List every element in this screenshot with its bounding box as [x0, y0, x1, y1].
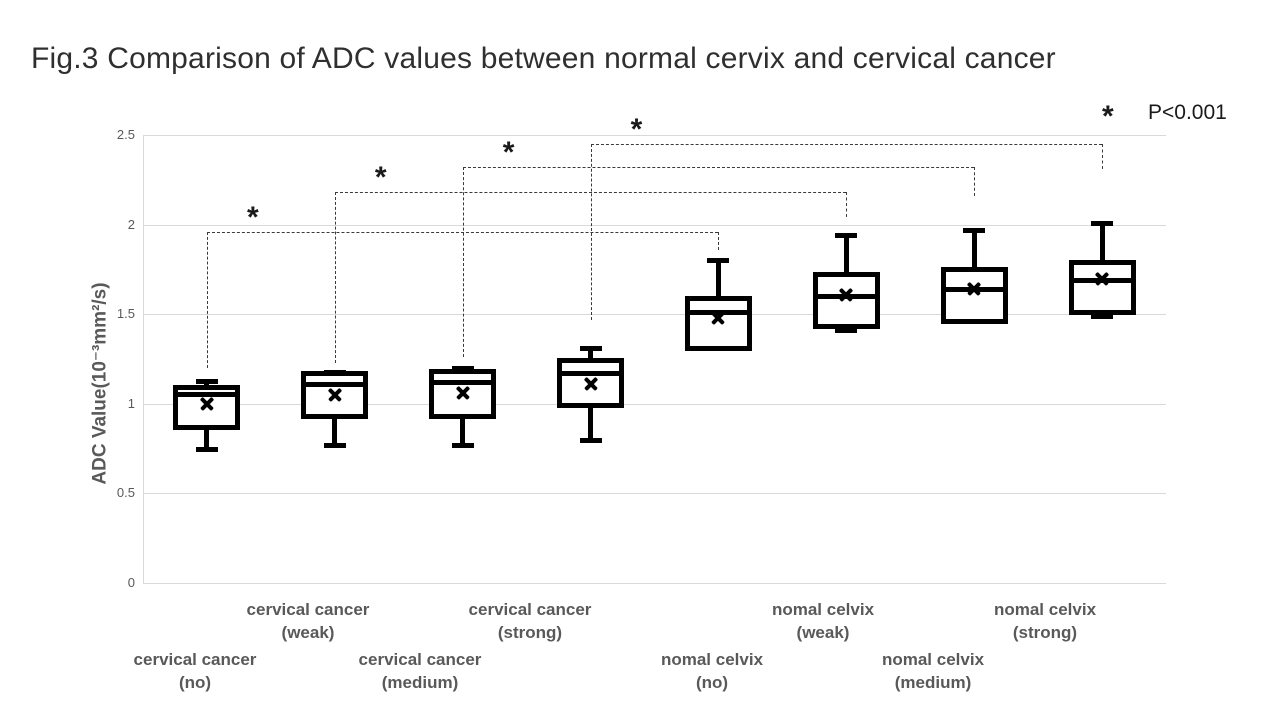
median-line — [433, 379, 493, 385]
category-label-line2: (strong) — [1012, 623, 1078, 642]
category-label-line1: cervical cancer — [358, 650, 482, 669]
category-label: nomal celvix (medium) — [818, 648, 1048, 694]
category-label-line2: (no) — [695, 673, 729, 692]
median-line — [561, 370, 621, 376]
whisker-line — [1099, 222, 1105, 263]
whisker-line — [332, 416, 338, 446]
category-label-line2: (weak) — [281, 623, 335, 642]
gridline — [143, 314, 1166, 316]
category-label-line1: nomal celvix — [660, 650, 764, 669]
whisker-line — [460, 416, 466, 446]
gridline — [143, 493, 1166, 495]
mean-x-icon — [967, 282, 981, 296]
whisker-cap — [1091, 220, 1114, 226]
whisker-line — [715, 260, 721, 299]
mean-x-icon — [584, 377, 598, 391]
mean-x-icon — [456, 386, 470, 400]
significance-asterisk-icon: * — [630, 112, 643, 146]
y-tick-label: 2.5 — [116, 127, 135, 142]
category-label: nomal celvix (weak) — [708, 598, 938, 644]
category-label-line1: cervical cancer — [133, 650, 257, 669]
significance-bracket-drop — [334, 192, 336, 363]
figure-title: Fig.3 Comparison of ADC values between n… — [31, 42, 1056, 75]
whisker-line — [588, 405, 594, 440]
significance-bracket-drop — [718, 231, 720, 250]
significance-bracket-line — [462, 167, 975, 169]
y-axis-line — [143, 135, 144, 583]
box-iqr — [1068, 259, 1136, 315]
mean-x-icon — [711, 311, 725, 325]
whisker-cap — [963, 227, 986, 233]
mean-x-icon — [200, 397, 214, 411]
y-tick-label: 0.5 — [116, 485, 135, 501]
category-label-line2: (no) — [178, 673, 212, 692]
whisker-cap — [451, 443, 474, 449]
significance-bracket-drop — [1102, 143, 1104, 170]
category-label: nomal celvix (no) — [597, 648, 827, 694]
category-label-line1: nomal celvix — [881, 650, 985, 669]
whisker-line — [204, 380, 210, 388]
category-label: cervical cancer (strong) — [415, 598, 645, 644]
significance-asterisk-icon: * — [246, 200, 259, 234]
significance-bracket-drop — [206, 231, 208, 368]
gridline — [143, 583, 1166, 584]
significance-asterisk-icon: * — [502, 136, 515, 170]
mean-x-icon — [328, 388, 342, 402]
significance-bracket-line — [590, 143, 1103, 145]
box-iqr — [301, 370, 369, 419]
y-tick-label: 0 — [127, 575, 135, 590]
gridline — [143, 403, 1166, 405]
gridline — [143, 135, 1166, 136]
significance-bracket-drop — [974, 167, 976, 196]
whisker-cap — [835, 328, 858, 334]
whisker-cap — [451, 365, 474, 371]
significance-bracket-drop — [462, 167, 464, 358]
category-label-line2: (weak) — [796, 623, 850, 642]
whisker-cap — [579, 437, 602, 443]
gridline — [143, 224, 1166, 226]
category-label-line2: (medium) — [381, 673, 459, 692]
whisker-cap — [195, 378, 218, 384]
whisker-cap — [579, 346, 602, 352]
mean-x-icon — [839, 287, 853, 301]
y-tick-label: 1 — [127, 395, 135, 411]
median-line — [177, 392, 237, 398]
whisker-cap — [323, 443, 346, 449]
category-label-line1: nomal celvix — [771, 600, 875, 619]
p-value-label: P<0.001 — [1148, 101, 1227, 124]
category-label-line2: (medium) — [894, 673, 972, 692]
category-label: cervical cancer (weak) — [193, 598, 423, 644]
whisker-cap — [707, 258, 730, 264]
y-tick-label: 2 — [127, 216, 135, 232]
significance-asterisk-icon: * — [1102, 100, 1114, 133]
significance-asterisk-icon: * — [374, 161, 387, 195]
significance-bracket-drop — [846, 192, 848, 218]
whisker-cap — [195, 446, 218, 452]
category-label: cervical cancer (medium) — [305, 648, 535, 694]
whisker-line — [588, 348, 594, 361]
whisker-line — [204, 427, 210, 449]
significance-bracket-drop — [590, 143, 592, 320]
median-line — [305, 381, 365, 387]
whisker-line — [843, 235, 849, 275]
category-label: cervical cancer (no) — [80, 648, 310, 694]
whisker-line — [971, 229, 977, 270]
category-label-line2: (strong) — [497, 623, 563, 642]
mean-x-icon — [1095, 271, 1109, 285]
y-tick-label: 1.5 — [116, 306, 135, 322]
category-label-line1: cervical cancer — [246, 600, 370, 619]
category-label-line1: cervical cancer — [468, 600, 592, 619]
whisker-cap — [1091, 313, 1114, 319]
category-label: nomal celvix (strong) — [930, 598, 1160, 644]
whisker-cap — [835, 233, 858, 239]
category-label-line1: nomal celvix — [993, 600, 1097, 619]
